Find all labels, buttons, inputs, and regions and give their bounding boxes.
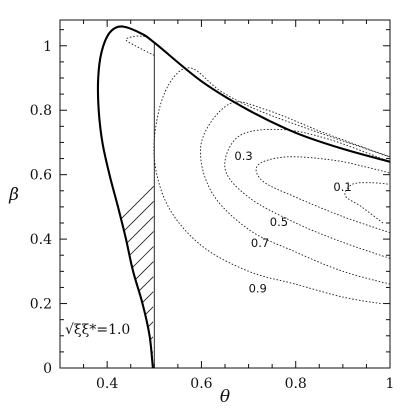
hatch-line [390, 0, 411, 400]
x-tick-label: 0.8 [285, 376, 307, 392]
contour-line-07 [200, 101, 390, 285]
x-tick-label: 1 [386, 376, 395, 392]
hatch-line [97, 26, 155, 368]
hatch-line [97, 26, 155, 368]
hatch-line [225, 0, 411, 400]
y-tick-label: 0.4 [30, 232, 52, 248]
hatch-line [97, 26, 155, 368]
contour-lines [125, 35, 390, 305]
hatch-line [97, 26, 155, 368]
hatch-line [300, 0, 411, 400]
hatch-line [315, 0, 411, 400]
contour-line-05 [224, 128, 390, 259]
hatch-line [375, 0, 411, 400]
hatch-line [119, 26, 155, 368]
contour-label-03: 0.3 [234, 149, 252, 163]
boundary-curve [96, 25, 390, 368]
plot-frame [59, 19, 391, 369]
hatch-line [360, 0, 411, 400]
hatch-line [330, 0, 411, 400]
contour-line-inner [125, 35, 390, 163]
hatch-line [165, 0, 411, 400]
hatch-line [97, 26, 155, 368]
contour-label-07: 0.7 [251, 236, 269, 250]
hatch-line [97, 26, 155, 368]
y-axis: 0 0.2 0.4 0.6 0.8 1 [30, 29, 390, 377]
boundary-curve-group [96, 25, 390, 368]
hatch-line [149, 26, 155, 368]
hatch-line [345, 0, 411, 400]
hatch-line [180, 0, 411, 400]
y-tick-label: 0.2 [30, 297, 52, 313]
x-axis-title: θ [220, 387, 230, 407]
contour-line-09 [153, 67, 390, 305]
hatch-line [405, 0, 411, 400]
hatch-line [285, 0, 411, 400]
contour-labels: 0.1 0.3 0.50.7 0.9 [234, 149, 351, 295]
hatch-line [240, 0, 411, 400]
y-tick-label: 0 [43, 361, 52, 377]
contour-label-09: 0.9 [249, 281, 267, 295]
hatch-line [255, 0, 411, 400]
hatch-line [97, 26, 155, 368]
y-axis-title: β [8, 185, 19, 205]
contour-line-03 [255, 156, 390, 234]
y-tick-label: 0.6 [30, 168, 52, 184]
hatch-line [97, 26, 155, 368]
hatch-line [97, 26, 155, 368]
y-tick-label: 0.8 [30, 103, 52, 119]
contour-label-05: 0.5 [270, 215, 288, 229]
x-tick-label: 0.4 [96, 376, 118, 392]
hatched-region [97, 0, 411, 400]
contour-line-01 [344, 182, 390, 224]
x-tick-label: 0.6 [190, 376, 212, 392]
y-tick-label: 1 [43, 39, 52, 55]
x-axis: 0.4 0.6 0.8 1 [59, 20, 395, 392]
boundary-annotation: √ξξ*=1.0 [65, 322, 130, 338]
hatch-line [210, 0, 411, 400]
hatch-lines [97, 0, 411, 400]
contour-label-01: 0.1 [333, 180, 351, 194]
